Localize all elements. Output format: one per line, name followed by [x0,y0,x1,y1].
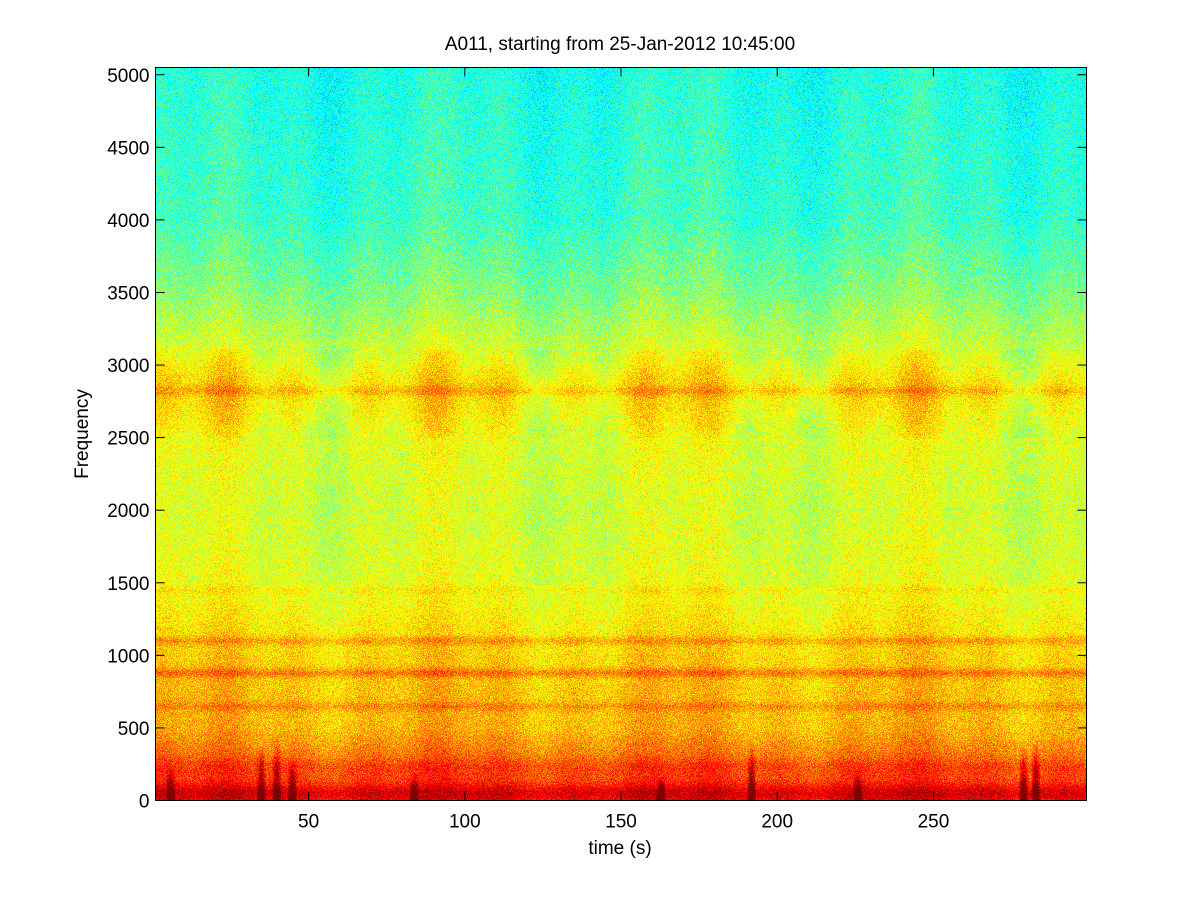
y-tick-label: 4000 [107,211,149,232]
x-tick-label: 150 [605,812,637,833]
x-tick-label: 50 [298,812,319,833]
x-tick-label: 250 [918,812,950,833]
y-tick-label: 2500 [107,429,149,450]
y-tick-label: 4500 [107,138,149,159]
y-tick-label: 2000 [107,501,149,522]
y-tick-label: 1000 [107,646,149,667]
y-tick-label: 1500 [107,574,149,595]
y-tick-label: 5000 [107,66,149,87]
y-axis-ticks: 0 500 1000 1500 2000 2500 3000 3500 4000 4500 5000 [107,66,149,813]
x-tick-label: 100 [449,812,481,833]
x-tick-label: 200 [761,812,793,833]
y-tick-label: 3000 [107,356,149,377]
x-axis-label: time (s) [588,838,651,859]
x-axis-ticks: 50 100 150 200 250 [298,812,949,833]
y-axis-label: Frequency [72,389,93,479]
y-tick-label: 3500 [107,283,149,304]
chart-title: A011, starting from 25-Jan-2012 10:45:00 [445,34,795,55]
y-tick-label: 500 [118,719,150,740]
y-tick-label: 0 [139,792,150,813]
spectrogram-image [155,67,1086,801]
